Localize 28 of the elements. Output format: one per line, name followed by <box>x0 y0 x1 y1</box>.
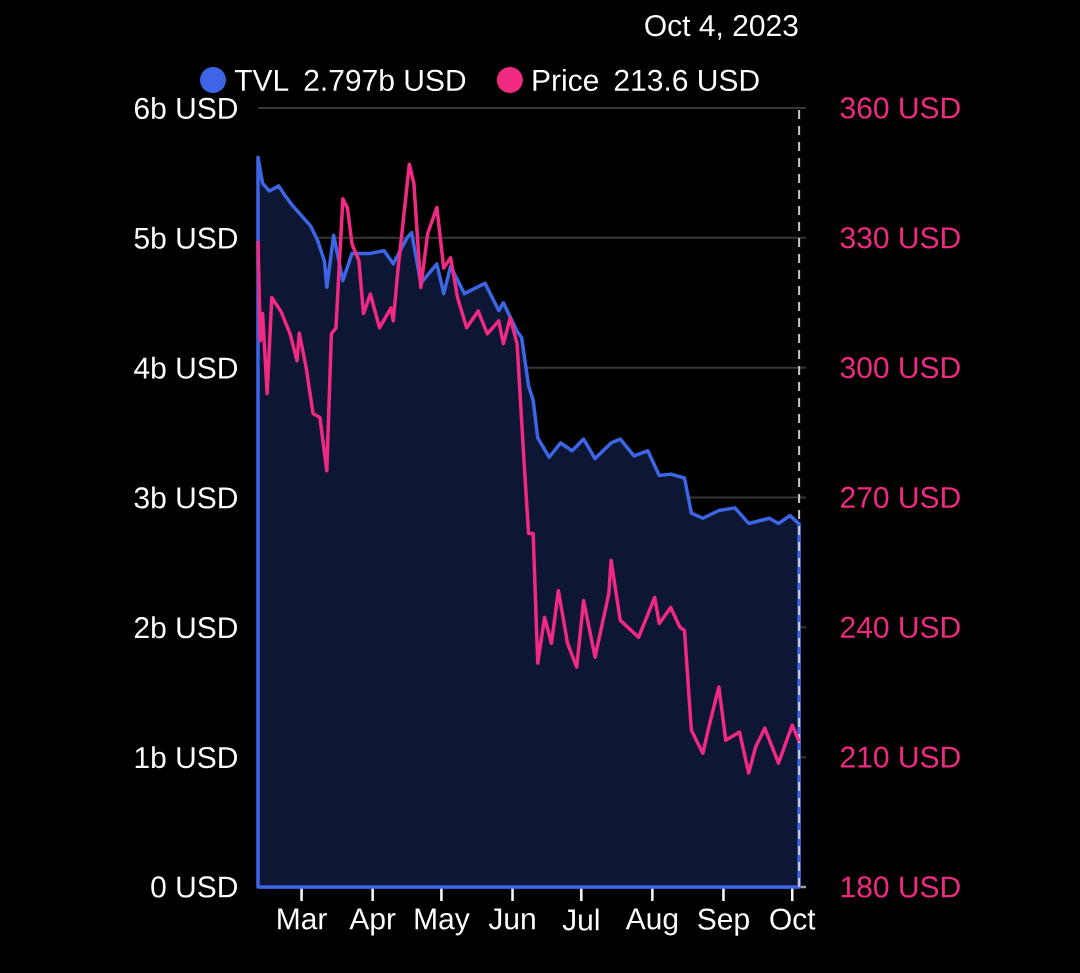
y2-tick-label: 180 USD <box>841 876 960 898</box>
y-tick-label: 3b USD <box>134 486 237 509</box>
y2-tick-label: 270 USD <box>841 486 960 509</box>
y2-tick-label: 240 USD <box>841 616 960 638</box>
x-tick-label: Mar <box>278 908 327 930</box>
y2-tick-label: 330 USD <box>840 227 960 249</box>
x-tick-label: Apr <box>349 908 396 936</box>
y-tick-label: 5b USD <box>134 226 237 249</box>
legend-label: Price <box>533 68 599 91</box>
y-tick-label: 4b USD <box>134 356 237 379</box>
x-tick-label: Sep <box>698 908 749 936</box>
y-tick-label: 2b USD <box>134 616 237 639</box>
y-tick-label: 6b USD <box>134 96 237 120</box>
y2-tick-label: 210 USD <box>841 746 960 768</box>
text: 2.797b USD <box>304 68 466 91</box>
legend-label: TVL <box>234 70 289 91</box>
y2-tick-label: 300 USD <box>840 357 960 379</box>
y-tick-label: 1b USD <box>135 746 237 769</box>
x-tick-label: Jul <box>562 908 599 931</box>
x-tick-label: May <box>415 908 470 936</box>
x-tick-label: Aug <box>625 908 678 936</box>
line-series <box>256 162 801 775</box>
y2-tick-label: 360 USD <box>840 97 960 119</box>
text: 213.6 USD <box>614 69 759 91</box>
y-tick-label: 0 USD <box>151 876 237 898</box>
x-tick-label: Oct <box>770 908 816 930</box>
x-tick-label: Jun <box>488 908 535 930</box>
ref-line-label: Oct 4, 2023 <box>645 15 798 40</box>
